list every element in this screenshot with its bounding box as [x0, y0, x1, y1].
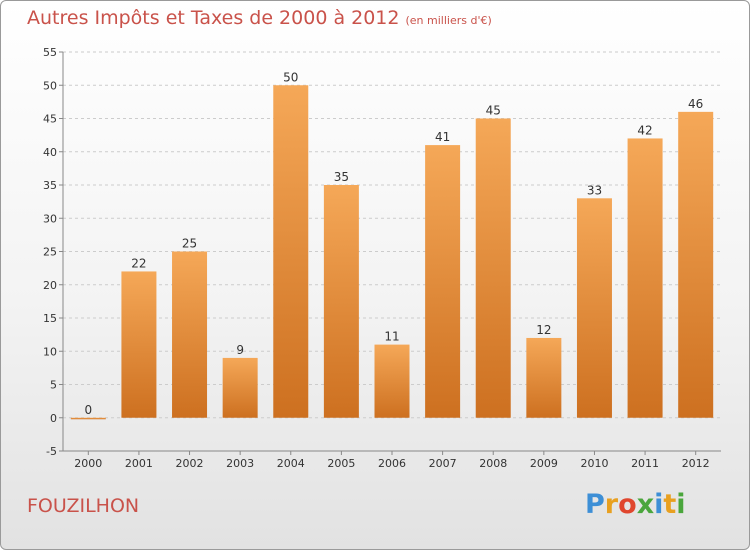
x-tick-label: 2012: [682, 457, 710, 470]
chart-title-text: Autres Impôts et Taxes de 2000 à 2012: [27, 7, 400, 29]
y-tick-label: 50: [43, 79, 57, 92]
y-tick-label: 45: [43, 113, 57, 126]
y-tick-label: 55: [43, 46, 57, 59]
data-label: 11: [384, 330, 399, 344]
logo-letter: r: [604, 489, 619, 520]
y-tick-label: 10: [43, 345, 57, 358]
data-label: 33: [587, 183, 602, 197]
x-tick-label: 2011: [631, 457, 659, 470]
bar-2011: [627, 138, 663, 418]
logo-letter: i: [654, 489, 664, 520]
x-tick-label: 2005: [327, 457, 355, 470]
data-label: 42: [637, 123, 652, 137]
x-tick-label: 2008: [479, 457, 507, 470]
data-label: 50: [283, 70, 298, 84]
x-tick-label: 2009: [530, 457, 558, 470]
chart-title: Autres Impôts et Taxes de 2000 à 2012 (en…: [27, 7, 492, 29]
data-label: 41: [435, 130, 450, 144]
bar-2009: [526, 337, 562, 418]
data-label: 12: [536, 323, 551, 337]
place-name: FOUZILHON: [27, 495, 140, 517]
bar-2004: [273, 85, 309, 418]
logo-letter: x: [636, 489, 655, 520]
x-tick-label: 2004: [277, 457, 305, 470]
bar-2000: [70, 417, 106, 420]
logo-letter: t: [663, 489, 677, 520]
x-tick-label: 2006: [378, 457, 406, 470]
data-label: 9: [236, 343, 244, 357]
bar-2001: [121, 271, 157, 418]
x-tick-label: 2010: [580, 457, 608, 470]
data-label: 0: [84, 403, 92, 417]
x-tick-label: 2003: [226, 457, 254, 470]
y-tick-label: 20: [43, 279, 57, 292]
bar-2002: [172, 251, 208, 418]
data-label: 45: [486, 104, 501, 118]
logo-letter: P: [585, 489, 605, 520]
y-tick-label: 40: [43, 146, 57, 159]
x-tick-label: 2007: [429, 457, 457, 470]
bars: [70, 85, 714, 420]
x-tick-label: 2002: [176, 457, 204, 470]
y-tick-label: 25: [43, 246, 57, 259]
axes: -5 0 5 10 15 20 25 30 35 40 45 50 55 2000 2001 2002 2003…: [43, 46, 721, 470]
bar-2010: [576, 198, 612, 418]
data-label: 22: [131, 256, 146, 270]
bar-2005: [323, 185, 359, 418]
bar-2007: [425, 145, 461, 418]
data-label: 25: [182, 237, 197, 251]
y-tick-label: -5: [46, 445, 57, 458]
y-tick-label: 15: [43, 312, 57, 325]
proxiti-logo[interactable]: Proxiti: [585, 489, 686, 520]
bar-2012: [678, 111, 714, 418]
y-tick-label: 30: [43, 212, 57, 225]
x-tick-label: 2001: [125, 457, 153, 470]
data-label: 46: [688, 97, 703, 111]
chart-unit: (en milliers d'€): [405, 14, 492, 27]
logo-letter: i: [676, 489, 686, 520]
bar-2003: [222, 357, 258, 418]
bar-2008: [475, 118, 511, 418]
data-label: 35: [334, 170, 349, 184]
y-tick-label: 0: [50, 412, 57, 425]
y-tick-label: 35: [43, 179, 57, 192]
y-tick-label: 5: [50, 379, 57, 392]
logo-letter: o: [618, 489, 637, 520]
x-tick-label: 2000: [74, 457, 102, 470]
bar-2006: [374, 344, 410, 418]
data-labels: 0 22 25 9 50 35 11 41 45 12 33 42 46: [84, 70, 703, 417]
